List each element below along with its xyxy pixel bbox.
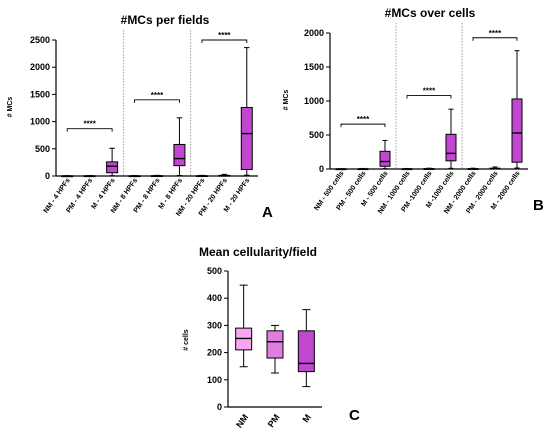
panel-b-chart: #MCs over cells # MCs B 0 500 1000 1500 2000…	[283, 6, 544, 215]
significance-bracket: ****	[340, 115, 386, 128]
y-tick-label: 2000	[304, 28, 324, 38]
box-iqr	[297, 330, 315, 373]
panel-c-letter: C	[349, 407, 360, 424]
panel-b-ylabel: # MCs	[283, 90, 290, 111]
y-tick-label: 1000	[304, 96, 324, 106]
box-iqr	[445, 133, 457, 162]
bracket-line	[201, 39, 248, 43]
category-label: NM	[234, 412, 250, 429]
significance-label: ****	[423, 87, 436, 96]
box-pm	[151, 174, 163, 178]
significance-label: ****	[151, 91, 164, 100]
box-pm	[423, 167, 435, 170]
box-m	[379, 139, 391, 170]
box-iqr	[106, 161, 119, 174]
box-m	[173, 117, 186, 176]
box-pm	[357, 167, 369, 171]
y-tick-label: 200	[207, 348, 222, 358]
box-pm	[266, 324, 284, 374]
panel-c-chart: Mean cellularity/field # cells C 0 100 200…	[183, 245, 360, 430]
significance-label: ****	[218, 31, 231, 40]
panel-c-ylabel: # cells	[183, 329, 190, 351]
panel-b-letter: B	[533, 197, 544, 214]
y-tick-label: 1500	[30, 89, 50, 99]
box-nm	[128, 175, 141, 178]
y-tick-label: 400	[207, 293, 222, 303]
y-tick-label: 300	[207, 320, 222, 330]
significance-bracket: ****	[66, 120, 113, 132]
significance-label: ****	[357, 115, 370, 124]
significance-label: ****	[83, 120, 96, 129]
bracket-line	[406, 95, 452, 99]
box-iqr	[511, 98, 523, 163]
box-nm	[401, 167, 413, 171]
bracket-line	[134, 99, 180, 103]
box-m	[240, 47, 253, 176]
bracket-line	[472, 37, 518, 41]
y-tick-label: 500	[309, 130, 324, 140]
panel-a-letter: A	[262, 204, 273, 221]
box-nm	[61, 175, 74, 178]
box-m	[511, 50, 523, 169]
box-pm	[218, 173, 231, 177]
box-pm	[489, 166, 501, 170]
panel-a-ylabel: # MCs	[7, 97, 14, 118]
significance-bracket: ****	[134, 91, 180, 103]
panel-b-title: #MCs over cells	[385, 6, 476, 20]
box-nm	[235, 284, 253, 368]
y-tick-label: 500	[207, 266, 222, 276]
box-nm	[467, 167, 479, 170]
y-tick-label: 2500	[30, 35, 50, 45]
y-tick-label: 1000	[30, 117, 50, 127]
significance-label: ****	[489, 29, 502, 38]
significance-bracket: ****	[472, 29, 518, 41]
box-iqr	[266, 330, 284, 359]
y-tick-label: 1500	[304, 62, 324, 72]
box-nm	[195, 174, 208, 178]
category-label: M	[300, 412, 312, 424]
y-tick-label: 2000	[30, 62, 50, 72]
y-tick-label: 0	[319, 164, 324, 174]
panel-c-title: Mean cellularity/field	[199, 245, 317, 259]
box-iqr	[240, 106, 253, 170]
panel-a-title: #MCs per fields	[121, 13, 210, 27]
y-tick-label: 100	[207, 375, 222, 385]
significance-bracket: ****	[201, 31, 248, 43]
box-iqr	[379, 150, 391, 167]
box-nm	[335, 168, 347, 171]
box-m	[106, 147, 119, 177]
category-label: PM	[266, 412, 282, 429]
y-tick-label: 0	[45, 171, 50, 181]
box-m	[297, 309, 315, 388]
panel-a-chart: #MCs per fields # MCs A 0 500 1000 1500 2000…	[7, 13, 273, 221]
bracket-line	[66, 128, 113, 132]
bracket-line	[340, 123, 386, 128]
box-iqr	[173, 143, 186, 167]
box-m	[445, 108, 457, 169]
y-tick-label: 0	[217, 402, 222, 412]
box-pm	[83, 175, 96, 178]
y-tick-label: 500	[35, 144, 50, 154]
significance-bracket: ****	[406, 87, 452, 99]
